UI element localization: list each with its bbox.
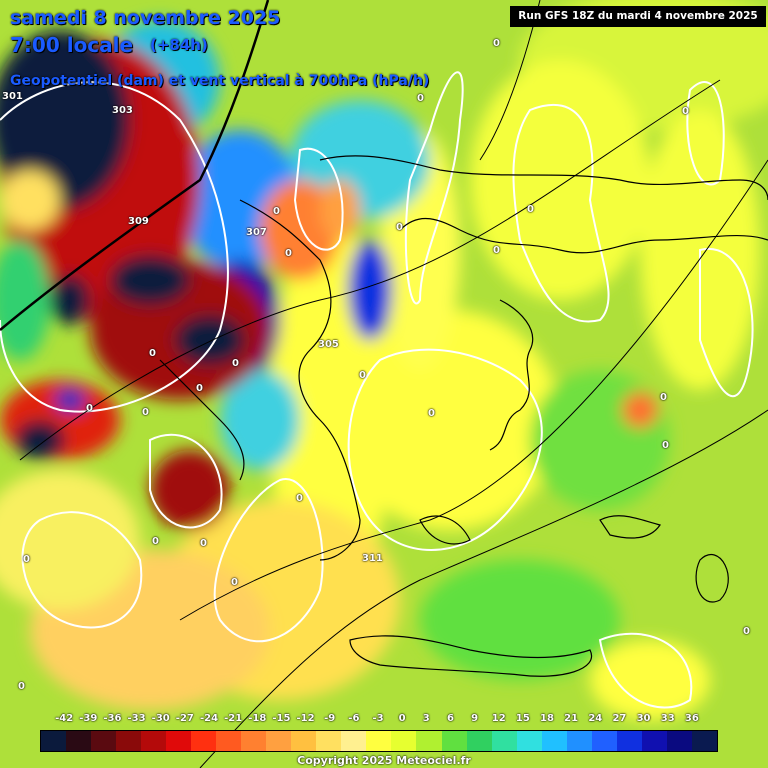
contour-label: 311 <box>362 553 383 564</box>
contour-label: 303 <box>112 105 133 116</box>
model-run-info: Run GFS 18Z du mardi 4 novembre 2025 <box>510 6 766 27</box>
contour-label: 0 <box>296 493 303 504</box>
legend-tick-label: 12 <box>491 713 506 724</box>
contour-label: 0 <box>417 93 424 104</box>
legend-swatch <box>266 731 292 751</box>
legend-swatch <box>641 731 667 751</box>
legend-swatch <box>166 731 192 751</box>
legend-tick-label: 9 <box>471 713 479 724</box>
legend-tick-label: -42 <box>55 713 74 724</box>
legend-tick-label: -12 <box>296 713 315 724</box>
copyright-notice: Copyright 2025 Meteociel.fr <box>297 754 471 767</box>
legend-tick-label: -6 <box>348 713 360 724</box>
contour-label: 0 <box>232 358 239 369</box>
contour-label: 0 <box>660 392 667 403</box>
contour-label: 0 <box>359 370 366 381</box>
legend-swatch <box>116 731 142 751</box>
legend-swatch <box>416 731 442 751</box>
contour-label: 0 <box>662 440 669 451</box>
zero-contours <box>0 71 754 709</box>
contour-label: 0 <box>743 626 750 637</box>
legend-swatch <box>91 731 117 751</box>
legend-tick-label: 3 <box>422 713 430 724</box>
legend-swatch <box>141 731 167 751</box>
contour-label: 0 <box>152 536 159 547</box>
legend-swatch <box>441 731 467 751</box>
legend-swatch <box>666 731 692 751</box>
legend-tick-label: -21 <box>224 713 243 724</box>
parameter-description: Geopotentiel (dam) et vent vertical à 70… <box>10 73 430 89</box>
legend-tick-label: 18 <box>540 713 554 724</box>
contour-label: 0 <box>196 383 203 394</box>
contour-label: 0 <box>142 407 149 418</box>
contour-label: 0 <box>18 681 25 692</box>
legend-swatch <box>341 731 367 751</box>
legend-tick-label: 30 <box>636 713 651 724</box>
legend-tick-label: 27 <box>612 713 627 724</box>
legend-swatch <box>591 731 617 751</box>
legend-swatch <box>466 731 492 751</box>
contour-label: 0 <box>23 554 30 565</box>
legend-swatch <box>366 731 392 751</box>
legend-swatch <box>66 731 92 751</box>
contour-label: 0 <box>149 348 156 359</box>
geopotential-isolines-thin <box>19 0 768 768</box>
contour-label: 0 <box>273 206 280 217</box>
legend-swatch <box>316 731 342 751</box>
legend-tick-label: 6 <box>446 713 454 724</box>
legend-tick-label: 33 <box>660 713 675 724</box>
contour-label: 307 <box>246 227 267 238</box>
legend-swatch <box>241 731 267 751</box>
legend-tick-label: -27 <box>175 713 194 724</box>
legend-swatch <box>291 731 317 751</box>
legend-tick-label: -39 <box>79 713 98 724</box>
color-legend-bar <box>40 730 718 752</box>
legend-tick-label: 0 <box>398 713 406 724</box>
legend-tick-label: -36 <box>103 713 122 724</box>
forecast-lead-time: (+84h) <box>150 36 208 54</box>
forecast-date: samedi 8 novembre 2025 <box>10 7 281 29</box>
legend-tick-label: -18 <box>248 713 267 724</box>
contour-label: 0 <box>527 204 534 215</box>
vertical-wind-field <box>0 0 768 720</box>
legend-swatch <box>616 731 642 751</box>
contour-label: 0 <box>231 577 238 588</box>
legend-tick-label: -30 <box>151 713 170 724</box>
coastlines <box>159 155 768 677</box>
legend-tick-label: 21 <box>564 713 579 724</box>
contour-label: 0 <box>428 408 435 419</box>
legend-swatch <box>566 731 592 751</box>
legend-tick-labels: -42 -39 -36 -33 -30 -27 -24 -21 -18 -15 -12 -9 -6 -3 0… <box>40 713 716 727</box>
legend-tick-label: -24 <box>199 713 219 724</box>
legend-tick-label: 15 <box>515 713 530 724</box>
contour-label: 0 <box>200 538 207 549</box>
legend-swatch <box>391 731 417 751</box>
legend-tick-label: -33 <box>127 713 146 724</box>
contour-label: 0 <box>86 403 93 414</box>
legend-swatch <box>516 731 542 751</box>
legend-tick-label: 24 <box>588 713 603 724</box>
legend-swatch <box>541 731 567 751</box>
legend-swatch <box>41 731 67 751</box>
geopotential-isolines <box>0 0 270 331</box>
contour-label: 0 <box>285 248 292 259</box>
legend-swatch <box>691 731 717 751</box>
contour-label: 0 <box>682 106 689 117</box>
contour-label: 0 <box>396 222 403 233</box>
legend-swatch <box>216 731 242 751</box>
legend-tick-label: -3 <box>372 713 384 724</box>
contour-label: 0 <box>493 38 500 49</box>
forecast-local-time: 7:00 locale <box>10 33 134 57</box>
legend-tick-label: -15 <box>272 713 291 724</box>
contour-label: 0 <box>493 245 500 256</box>
contour-label: 305 <box>318 339 339 350</box>
legend-tick-label: 36 <box>684 713 699 724</box>
contour-label: 309 <box>128 216 149 227</box>
legend-swatch <box>191 731 217 751</box>
legend-tick-label: -9 <box>324 713 336 724</box>
contour-label: 301 <box>2 91 23 102</box>
legend-swatch <box>491 731 517 751</box>
